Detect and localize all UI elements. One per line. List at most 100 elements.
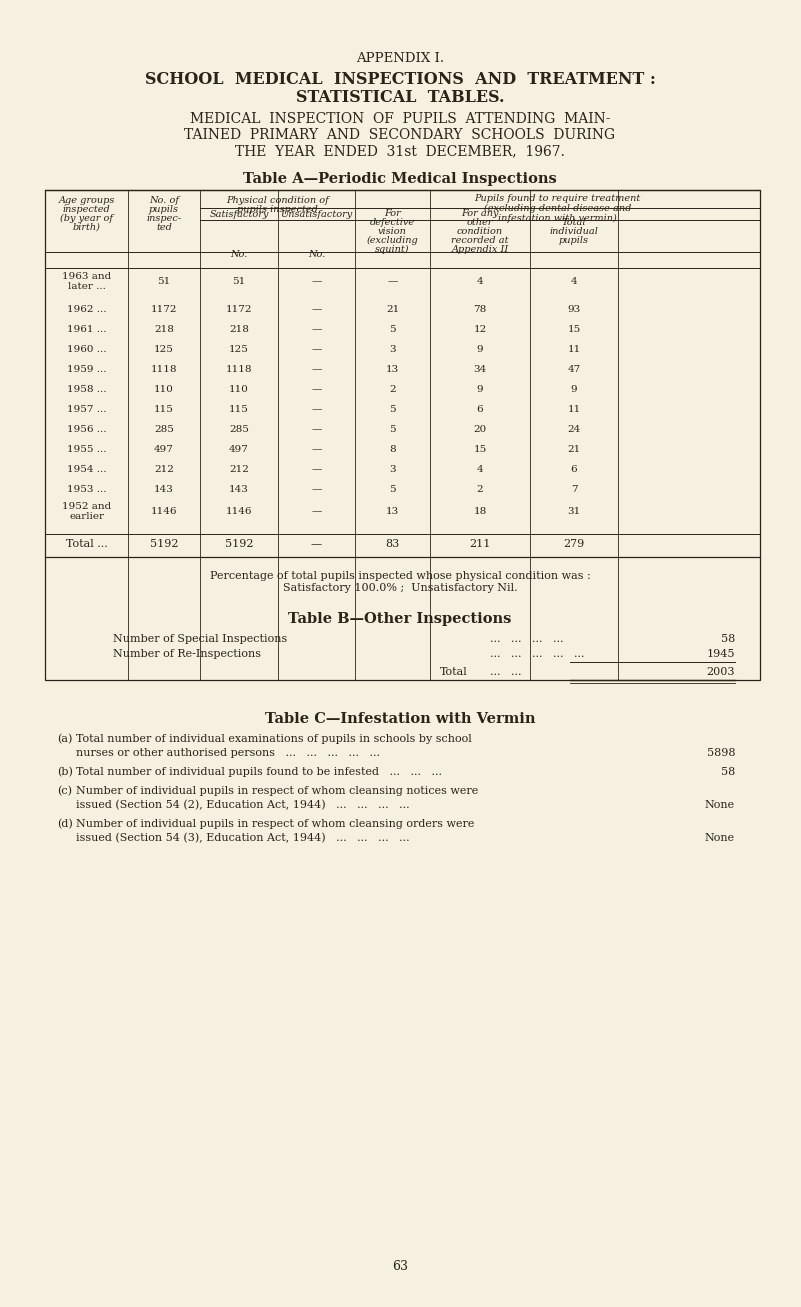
Text: 2: 2 — [477, 485, 483, 494]
Text: 58: 58 — [721, 767, 735, 776]
Text: 1172: 1172 — [226, 305, 252, 314]
Text: 218: 218 — [229, 325, 249, 335]
Text: —: — — [312, 444, 322, 454]
Text: 1945: 1945 — [706, 650, 735, 659]
Text: 4: 4 — [477, 277, 483, 286]
Text: 63: 63 — [392, 1260, 408, 1273]
Text: ted: ted — [156, 223, 172, 233]
Text: ...   ...   ...   ...   ...: ... ... ... ... ... — [490, 650, 585, 659]
Text: earlier: earlier — [69, 512, 104, 521]
Text: No. of: No. of — [149, 196, 179, 205]
Text: —: — — [312, 465, 322, 474]
Text: other: other — [467, 218, 493, 227]
Text: Percentage of total pupils inspected whose physical condition was :: Percentage of total pupils inspected who… — [210, 571, 590, 582]
Text: For: For — [384, 209, 400, 218]
Text: recorded at: recorded at — [451, 237, 509, 244]
Text: Number of individual pupils in respect of whom cleansing notices were: Number of individual pupils in respect o… — [76, 786, 478, 796]
Text: 115: 115 — [154, 405, 174, 414]
Text: 5: 5 — [389, 425, 396, 434]
Text: Number of individual pupils in respect of whom cleansing orders were: Number of individual pupils in respect o… — [76, 819, 474, 829]
Text: Appendix II: Appendix II — [452, 244, 509, 254]
Text: 21: 21 — [567, 444, 581, 454]
Text: (excluding dental disease and: (excluding dental disease and — [484, 204, 631, 213]
Text: 2003: 2003 — [706, 667, 735, 677]
Text: —: — — [312, 507, 322, 516]
Text: 1118: 1118 — [226, 365, 252, 374]
Text: 31: 31 — [567, 507, 581, 516]
Text: 1958 ...: 1958 ... — [66, 386, 107, 393]
Text: 1118: 1118 — [151, 365, 177, 374]
Text: 3: 3 — [389, 465, 396, 474]
Text: 58: 58 — [721, 634, 735, 644]
Text: Physical condition of: Physical condition of — [226, 196, 329, 205]
Text: Satisfactory 100.0% ;  Unsatisfactory Nil.: Satisfactory 100.0% ; Unsatisfactory Nil… — [283, 583, 517, 593]
Text: —: — — [312, 305, 322, 314]
Text: 4: 4 — [477, 465, 483, 474]
Text: 5898: 5898 — [706, 748, 735, 758]
Text: STATISTICAL  TABLES.: STATISTICAL TABLES. — [296, 89, 505, 106]
Text: 218: 218 — [154, 325, 174, 335]
Text: ...   ...   ...   ...: ... ... ... ... — [490, 634, 563, 644]
Text: 1172: 1172 — [151, 305, 177, 314]
Text: 15: 15 — [567, 325, 581, 335]
Text: Total ...: Total ... — [66, 538, 107, 549]
Text: THE  YEAR  ENDED  31st  DECEMBER,  1967.: THE YEAR ENDED 31st DECEMBER, 1967. — [235, 144, 565, 158]
Text: 125: 125 — [154, 345, 174, 354]
Text: 1146: 1146 — [151, 507, 177, 516]
Text: 1953 ...: 1953 ... — [66, 485, 107, 494]
Text: 5: 5 — [389, 325, 396, 335]
Text: 1952 and: 1952 and — [62, 502, 111, 511]
Text: (a): (a) — [57, 735, 72, 744]
Text: 115: 115 — [229, 405, 249, 414]
Text: 1954 ...: 1954 ... — [66, 465, 107, 474]
Text: 3: 3 — [389, 345, 396, 354]
Text: (d): (d) — [57, 819, 73, 830]
Text: 4: 4 — [570, 277, 578, 286]
Text: 143: 143 — [229, 485, 249, 494]
Text: 7: 7 — [570, 485, 578, 494]
Text: No.: No. — [308, 250, 325, 259]
Text: 47: 47 — [567, 365, 581, 374]
Text: pupils inspected: pupils inspected — [237, 205, 318, 214]
Text: For any: For any — [461, 209, 499, 218]
Text: pupils: pupils — [149, 205, 179, 214]
Text: defective: defective — [370, 218, 415, 227]
Text: Satisfactory: Satisfactory — [209, 210, 268, 220]
Text: —: — — [312, 386, 322, 393]
Text: 1959 ...: 1959 ... — [66, 365, 107, 374]
Text: 5192: 5192 — [150, 538, 179, 549]
Text: —: — — [312, 325, 322, 335]
Text: Total number of individual pupils found to be infested   ...   ...   ...: Total number of individual pupils found … — [76, 767, 442, 776]
Text: birth): birth) — [73, 223, 100, 233]
Text: 1961 ...: 1961 ... — [66, 325, 107, 335]
Text: No.: No. — [231, 250, 248, 259]
Text: 24: 24 — [567, 425, 581, 434]
Text: None: None — [705, 833, 735, 843]
Text: (b): (b) — [57, 767, 73, 778]
Text: 83: 83 — [385, 538, 400, 549]
Text: 13: 13 — [386, 507, 399, 516]
Text: —: — — [311, 538, 322, 549]
Text: 1963 and: 1963 and — [62, 272, 111, 281]
Text: Table C—Infestation with Vermin: Table C—Infestation with Vermin — [265, 712, 535, 725]
Text: 9: 9 — [477, 345, 483, 354]
Text: 8: 8 — [389, 444, 396, 454]
Text: 51: 51 — [157, 277, 171, 286]
Text: vision: vision — [378, 227, 407, 237]
Text: 1956 ...: 1956 ... — [66, 425, 107, 434]
Text: Total: Total — [440, 667, 468, 677]
Text: —: — — [312, 485, 322, 494]
Text: Number of Special Inspections: Number of Special Inspections — [113, 634, 288, 644]
Text: Number of Re-Inspections: Number of Re-Inspections — [113, 650, 261, 659]
Text: Table A—Periodic Medical Inspections: Table A—Periodic Medical Inspections — [244, 173, 557, 186]
Text: 11: 11 — [567, 345, 581, 354]
Text: pupils: pupils — [559, 237, 589, 244]
Text: 143: 143 — [154, 485, 174, 494]
Text: 11: 11 — [567, 405, 581, 414]
Text: —: — — [388, 277, 397, 286]
Text: 285: 285 — [229, 425, 249, 434]
Text: 212: 212 — [154, 465, 174, 474]
Text: 497: 497 — [154, 444, 174, 454]
Text: 279: 279 — [563, 538, 585, 549]
Text: —: — — [312, 277, 322, 286]
